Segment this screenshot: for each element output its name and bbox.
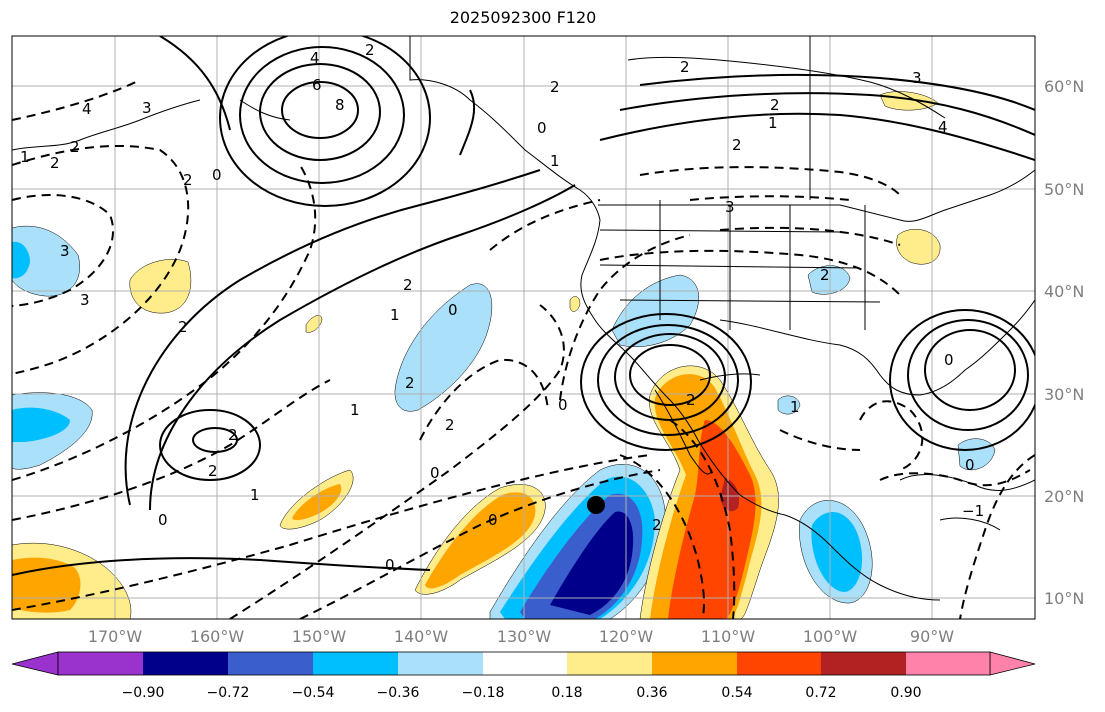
contour-label: 2 xyxy=(405,374,415,392)
colorbar-bin xyxy=(398,652,483,675)
lon-label-90w: 90°W xyxy=(910,627,954,646)
dashed-contours xyxy=(12,79,1035,619)
latitude-labels: 60°N 50°N 40°N 30°N 20°N 10°N xyxy=(1044,77,1084,608)
colorbar-tick: 0.36 xyxy=(636,685,667,701)
contour-label: 3 xyxy=(725,198,735,216)
contour-label: 2 xyxy=(680,58,690,76)
colorbar-tick: −0.72 xyxy=(207,685,250,701)
contour-label: 0 xyxy=(944,351,954,369)
lat-label-40n: 40°N xyxy=(1044,282,1084,301)
longitude-labels: 170°W 160°W 150°W 140°W 130°W 120°W 110°… xyxy=(88,627,954,646)
contour-label: 2 xyxy=(820,266,830,284)
contour-label: −1 xyxy=(962,502,984,520)
colorbar-outline xyxy=(57,651,991,676)
colorbar-bin xyxy=(58,652,143,675)
contour-label: 1 xyxy=(550,152,560,170)
contour-label: 2 xyxy=(50,154,60,172)
contour-label: 1 xyxy=(390,306,400,324)
colorbar-extend-right xyxy=(989,651,1036,676)
map-area: 4 2 3 0 6 8 2 2 1 0 2 3 2 4 1 2 2 1 2 0 … xyxy=(12,36,1035,619)
contour-lines xyxy=(12,36,1035,576)
contour-label: 2 xyxy=(365,41,375,59)
lat-label-10n: 10°N xyxy=(1044,589,1084,608)
contour-label: 1 xyxy=(250,486,260,504)
colorbar-ticks: −0.90 −0.72 −0.54 −0.36 −0.18 0.18 0.36 … xyxy=(122,685,922,701)
contour-label: 1 xyxy=(768,114,778,132)
lon-label-110w: 110°W xyxy=(701,627,756,646)
colorbar-bin xyxy=(567,652,652,675)
lon-label-130w: 130°W xyxy=(497,627,552,646)
colorbar-tick: 0.90 xyxy=(890,685,921,701)
colorbar-extend-left xyxy=(11,651,59,676)
colorbar-tick: −0.18 xyxy=(462,685,505,701)
contour-label: 0 xyxy=(537,119,547,137)
contour-label: 0 xyxy=(430,464,440,482)
contour-label: 1 xyxy=(20,148,30,166)
contour-label: 8 xyxy=(335,96,345,114)
colorbar-bin xyxy=(821,652,906,675)
map-title: 2025092300 F120 xyxy=(449,8,597,27)
lon-label-160w: 160°W xyxy=(190,627,245,646)
contour-label: 3 xyxy=(912,69,922,87)
lat-label-60n: 60°N xyxy=(1044,77,1084,96)
colorbar-tick: −0.36 xyxy=(377,685,420,701)
contour-label: 0 xyxy=(158,511,168,529)
colorbar-bin xyxy=(906,652,990,675)
colorbar-tick: 0.18 xyxy=(551,685,582,701)
contour-label: 3 xyxy=(80,291,90,309)
contour-label: 0 xyxy=(558,396,568,414)
contour-label: 2 xyxy=(183,171,193,189)
lat-label-50n: 50°N xyxy=(1044,180,1084,199)
contour-label: 3 xyxy=(60,242,70,260)
colorbar-bin xyxy=(313,652,398,675)
contour-label: 2 xyxy=(550,78,560,96)
contour-label: 1 xyxy=(350,401,360,419)
colorbar-tick: 0.54 xyxy=(721,685,752,701)
contour-label: 4 xyxy=(938,118,948,136)
contour-label: 6 xyxy=(312,76,322,94)
contour-label: 2 xyxy=(208,462,218,480)
contour-label: 2 xyxy=(70,138,80,156)
lon-label-100w: 100°W xyxy=(803,627,858,646)
lat-label-30n: 30°N xyxy=(1044,385,1084,404)
contour-label: 2 xyxy=(732,136,742,154)
contour-label: 4 xyxy=(310,49,320,67)
contour-label: 2 xyxy=(228,426,238,444)
contour-label: 0 xyxy=(965,456,975,474)
colorbar-bin xyxy=(483,652,567,675)
contour-label: 3 xyxy=(142,99,152,117)
contour-label: 2 xyxy=(686,391,696,409)
lat-label-20n: 20°N xyxy=(1044,487,1084,506)
contour-label-layer: 4 2 3 0 6 8 2 2 1 0 2 3 2 4 1 2 2 1 2 0 … xyxy=(20,41,984,574)
contour-label: 2 xyxy=(403,276,413,294)
contour-label: 1 xyxy=(790,398,800,416)
contour-label: 2 xyxy=(178,318,188,336)
lon-label-120w: 120°W xyxy=(599,627,654,646)
colorbar-tick: −0.90 xyxy=(122,685,165,701)
colorbar-tick: −0.54 xyxy=(292,685,335,701)
map-frame xyxy=(11,35,1036,620)
contour-label: 0 xyxy=(212,166,222,184)
lon-label-150w: 150°W xyxy=(292,627,347,646)
contour-label: 0 xyxy=(448,301,458,319)
storm-center-dot xyxy=(587,496,605,514)
colorbar-tick: 0.72 xyxy=(805,685,836,701)
contour-label: 2 xyxy=(445,416,455,434)
colorbar-bin xyxy=(737,652,821,675)
colorbar-bin xyxy=(228,652,313,675)
contour-label: 0 xyxy=(488,511,498,529)
contour-label: 0 xyxy=(385,556,395,574)
contour-label: 4 xyxy=(82,100,92,118)
lon-label-170w: 170°W xyxy=(88,627,143,646)
colorbar-bin xyxy=(143,652,228,675)
lon-label-140w: 140°W xyxy=(394,627,449,646)
contour-label: 2 xyxy=(652,516,662,534)
contour-label: 2 xyxy=(770,96,780,114)
colorbar-bin xyxy=(652,652,737,675)
colorbar: −0.90 −0.72 −0.54 −0.36 −0.18 0.18 0.36 … xyxy=(11,651,1036,701)
